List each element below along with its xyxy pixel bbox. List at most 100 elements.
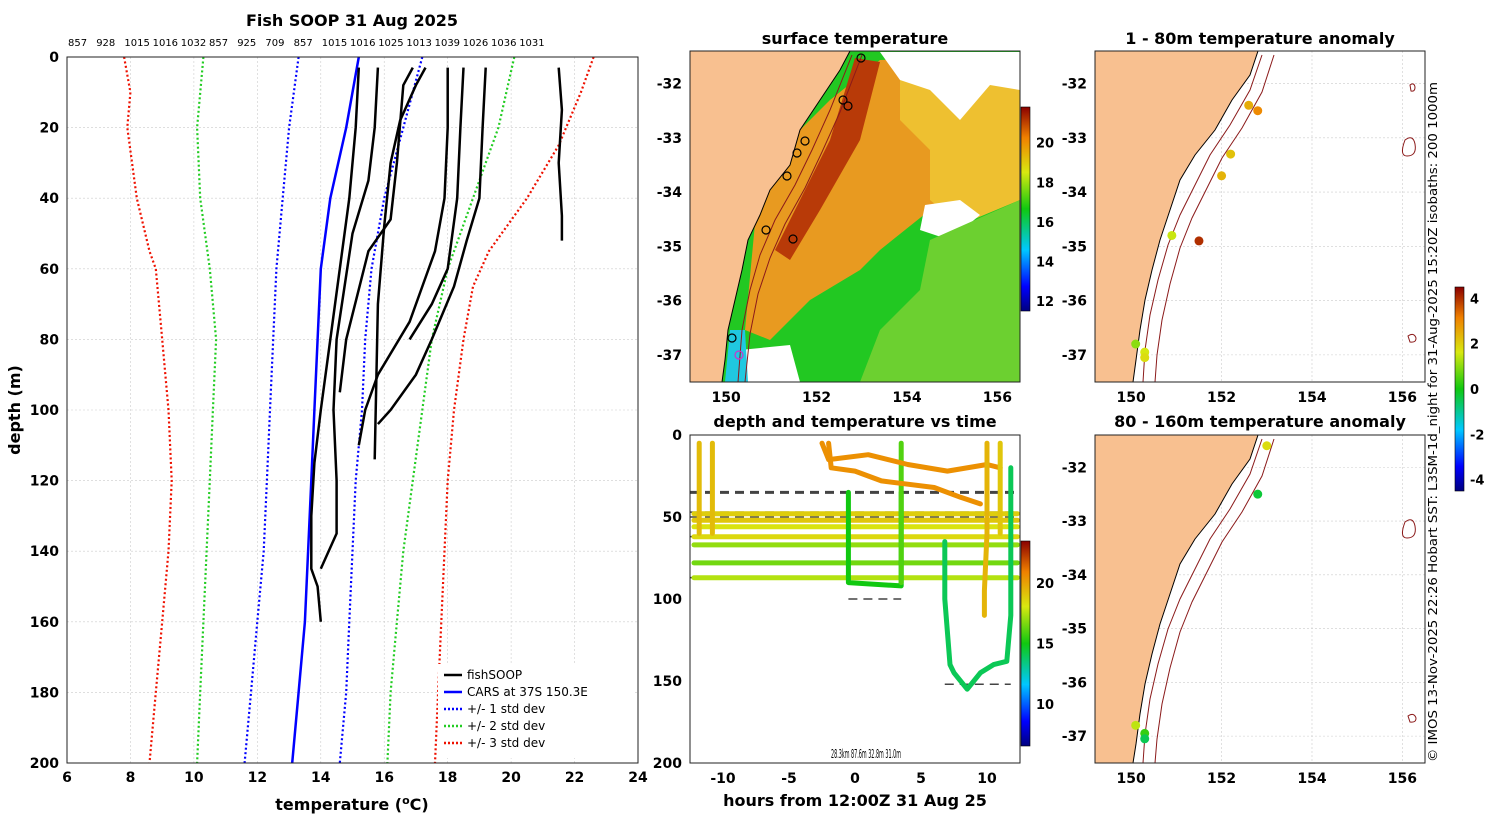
anomaly-point: [1131, 720, 1141, 730]
side-credit-text: © IMOS 13-Nov-2025 22:26 Hobart SST: L3S…: [1426, 82, 1440, 762]
profile-top-label: 1013: [406, 38, 431, 49]
profile-x-tick-label: 22: [565, 770, 584, 786]
profile-top-label: 1016: [153, 38, 178, 49]
profile-line-fishsoop-7: [376, 67, 487, 425]
time-title: depth and temperature vs time: [713, 412, 996, 431]
map-y-tick-label: -33: [1062, 514, 1087, 530]
colorbar-tick-label: 15: [1036, 638, 1054, 653]
anomaly-shallow-axes-box: [1094, 50, 1426, 383]
time-y-tick-label: 0: [672, 428, 682, 444]
anomaly-shallow-panel: 1 - 80m temperature anomaly 150 152 154 156…: [1062, 29, 1426, 406]
profile-line-cars: [290, 57, 361, 763]
anomaly-deep-panel: 80 - 160m temperature anomaly 150 152 154 1…: [1062, 412, 1426, 787]
sst-trajectory-circles: [727, 53, 866, 360]
time-y-tick-label: 200: [653, 756, 682, 772]
sst-map: [690, 51, 1020, 382]
map-x-tick-label: 152: [1207, 390, 1236, 406]
profile-y-tick-label: 0: [49, 50, 59, 66]
profile-top-label: 928: [96, 38, 115, 49]
map-y-tick-label: -34: [1062, 185, 1088, 201]
legend-label-3std: +/- 3 std dev: [467, 736, 545, 750]
legend-label-2std: +/- 2 std dev: [467, 719, 545, 733]
map-y-tick-label: -32: [1062, 77, 1087, 93]
profile-series: [123, 57, 595, 763]
anomaly-deep-title: 80 - 160m temperature anomaly: [1114, 412, 1406, 431]
profile-x-ticks: 6 8 10 12 14 16 18 20 22 24: [62, 770, 648, 786]
time-y-tick-label: 150: [653, 674, 682, 690]
profile-line-fishsoop-3: [338, 67, 414, 393]
map-x-tick-label: 150: [1117, 771, 1146, 787]
colorbar-tick-label: 14: [1036, 255, 1054, 270]
anomaly-deep-isobath-1000: [1154, 438, 1275, 763]
profile-top-label: 857: [209, 38, 228, 49]
profile-panel: Fish SOOP 31 Aug 2025 857 928 1015 1016 1032…: [5, 11, 648, 814]
anomaly-deep-seamount: [1407, 713, 1417, 723]
anomaly-shallow-land: [1095, 51, 1259, 382]
profile-line--2-std: [195, 57, 218, 763]
profile-y-tick-label: 60: [40, 262, 60, 278]
anomaly-shallow-seamount: [1407, 333, 1417, 343]
time-tracks: [691, 440, 1020, 692]
map-x-tick-label: 150: [712, 390, 741, 406]
profile-y-tick-label: 200: [30, 756, 59, 772]
profile-top-label: 1039: [435, 38, 460, 49]
time-colorbar: [1020, 540, 1031, 747]
profile-top-label: 857: [68, 38, 87, 49]
sst-cloud: [880, 52, 1020, 120]
colorbar-tick-label: 4: [1470, 292, 1479, 307]
map-x-tick-label: 150: [1117, 390, 1146, 406]
sst-warm-water-east: [900, 52, 1020, 225]
colorbar-tick-label: 16: [1036, 216, 1054, 231]
profile-line-fishsoop-2: [319, 67, 380, 570]
sst-fish-circle: [856, 53, 866, 63]
profile-top-labels: 857 928 1015 1016 1032 857 925 709 857 1015 1016 10…: [68, 38, 545, 49]
profile-top-label: 1025: [378, 38, 403, 49]
anomaly-point: [1140, 353, 1150, 363]
profile-line--1-std: [243, 57, 300, 763]
sst-fish-circle: [792, 148, 802, 158]
colorbar-tick-label: 0: [1470, 383, 1479, 398]
map-y-tick-label: -35: [1062, 239, 1087, 255]
profile-y-tick-label: 180: [30, 685, 59, 701]
anomaly-point: [1244, 100, 1254, 110]
anomaly-point: [1131, 339, 1141, 349]
time-x-tick-label: 0: [850, 771, 860, 787]
sst-fish-circle: [782, 171, 792, 181]
time-y-tick-label: 100: [653, 592, 682, 608]
sst-fish-circle: [727, 333, 737, 343]
profile-y-tick-label: 160: [30, 615, 59, 631]
profile-x-tick-label: 8: [126, 770, 136, 786]
profile-x-tick-label: 18: [438, 770, 457, 786]
legend-label-fishsoop: fishSOOP: [467, 668, 522, 682]
sst-fish-circle: [761, 225, 771, 235]
profile-y-tick-label: 40: [40, 191, 60, 207]
anomaly-deep-grid: [1095, 435, 1425, 763]
sst-ticks: 150 152 154 156 -32 -33 -34 -35 -36 -37: [657, 77, 1012, 406]
anomaly-shallow-ticks: 150 152 154 156 -32 -33 -34 -35 -36 -37: [1062, 77, 1417, 406]
profile-x-tick-label: 12: [248, 770, 267, 786]
legend-label-1std: +/- 1 std dev: [467, 702, 545, 716]
time-colorbar-ticks: 20 15 10: [1036, 577, 1054, 713]
map-y-tick-label: -34: [657, 185, 683, 201]
profile-legend: fishSOOP CARS at 37S 150.3E +/- 1 std de…: [438, 664, 634, 758]
map-y-tick-label: -37: [1062, 348, 1087, 364]
time-track: [981, 440, 990, 618]
sst-fish-circle: [838, 95, 848, 105]
profile-top-label: 925: [237, 38, 256, 49]
sst-fish-circle: [788, 234, 798, 244]
map-x-tick-label: 156: [983, 390, 1012, 406]
map-y-tick-label: -36: [1062, 294, 1087, 310]
profile-top-label: 1015: [124, 38, 149, 49]
sst-isobath-1000: [744, 54, 863, 382]
profile-top-label: 1026: [463, 38, 488, 49]
anomaly-shallow-points: [1131, 100, 1263, 363]
profile-y-tick-label: 140: [30, 544, 59, 560]
time-track: [826, 440, 983, 507]
anomaly-shallow-seamount: [1409, 83, 1416, 92]
map-y-tick-label: -34: [1062, 568, 1088, 584]
map-x-tick-label: 154: [1297, 390, 1326, 406]
profile-y-tick-label: 100: [30, 403, 59, 419]
time-track: [942, 465, 1014, 692]
anomaly-point: [1140, 734, 1150, 744]
